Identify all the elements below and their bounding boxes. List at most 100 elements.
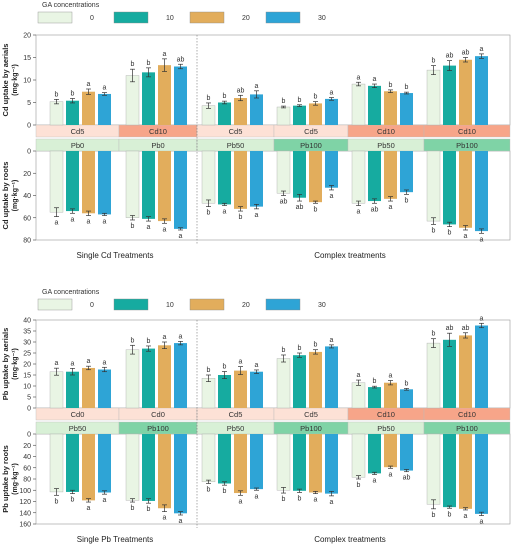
ytick-label-top-0-4: 20 <box>23 33 31 40</box>
letter-top-1-3-1: a <box>179 333 183 340</box>
band-row1-label-0-4: Cd10 <box>377 127 395 136</box>
bar-top-1-2-2 <box>234 370 247 408</box>
ytick-label-bottom-0-4: 80 <box>23 238 31 245</box>
yunit-top-1: (mg·kg⁻¹) <box>12 348 19 380</box>
band-row1-label-0-5: Cd10 <box>458 127 476 136</box>
letter-bottom-0-0-3: ab <box>280 199 288 206</box>
bar-bottom-1-2-0 <box>82 434 95 501</box>
letter-top-1-2-2: a <box>239 359 243 366</box>
letter-bottom-0-0-5: b <box>432 227 436 234</box>
band-row1-label-1-0: Cd0 <box>71 410 85 419</box>
bar-bottom-1-0-0 <box>49 433 64 493</box>
letter-top-1-0-0: a <box>55 360 59 367</box>
ytick-label-bottom-1-3: 60 <box>23 465 31 472</box>
band-row1-label-0-0: Cd5 <box>71 127 85 136</box>
bar-bottom-0-2-3 <box>309 151 322 203</box>
letter-top-0-2-2: ab <box>237 87 245 94</box>
bar-top-0-3-0 <box>98 93 111 125</box>
letter-top-1-3-5: a <box>480 315 484 322</box>
letter-bottom-1-3-1: a <box>179 518 183 525</box>
band-row2-label-1-0: Pb50 <box>69 424 87 433</box>
bar-top-0-0-1 <box>125 75 140 126</box>
bar-bottom-0-2-2 <box>234 151 247 209</box>
band-row2-label-1-1: Pb100 <box>147 424 169 433</box>
letter-bottom-1-1-5: b <box>448 511 452 518</box>
letter-top-1-0-2: b <box>207 367 211 374</box>
letter-top-0-2-1: a <box>163 51 167 58</box>
bar-bottom-1-0-3 <box>276 433 291 491</box>
yunit-bottom-1: (mg·kg⁻¹) <box>12 463 19 495</box>
letter-bottom-1-2-1: a <box>163 515 167 522</box>
letter-bottom-1-2-0: a <box>87 505 91 512</box>
legend-label-0-1: 10 <box>166 15 174 22</box>
letter-top-1-2-3: b <box>314 342 318 349</box>
ytick-label-top-1-6: 30 <box>23 340 31 347</box>
bar-top-1-0-4 <box>351 382 366 409</box>
bar-top-0-0-0 <box>49 101 64 126</box>
bar-top-0-0-5 <box>426 69 441 126</box>
ytick-label-bottom-1-4: 80 <box>23 477 31 484</box>
bar-bottom-0-0-5 <box>426 150 441 222</box>
bar-top-1-1-5 <box>443 339 456 408</box>
legend-label-1-0: 0 <box>90 302 94 309</box>
ylabel-bottom-1: Pb uptake by roots <box>1 445 10 513</box>
letter-top-1-1-2: b <box>223 363 227 370</box>
letter-bottom-0-1-5: b <box>448 230 452 237</box>
bar-top-1-2-0 <box>82 367 95 408</box>
band-row1-label-1-3: Cd5 <box>304 410 318 419</box>
bar-bottom-0-3-3 <box>325 151 338 188</box>
letter-bottom-0-1-1: a <box>147 224 151 231</box>
letter-bottom-1-0-1: b <box>131 505 135 512</box>
letter-bottom-1-3-4: ab <box>403 475 411 482</box>
letter-top-1-1-4: b <box>373 378 377 385</box>
bar-top-1-3-3 <box>325 346 338 408</box>
bar-bottom-1-1-5 <box>443 434 456 508</box>
bar-top-0-1-3 <box>293 105 306 125</box>
bar-top-0-3-1 <box>174 66 187 125</box>
bar-top-1-0-3 <box>276 358 291 409</box>
bar-top-1-1-4 <box>368 387 381 408</box>
bar-bottom-0-0-3 <box>276 150 291 194</box>
bar-bottom-1-2-1 <box>158 434 171 509</box>
letter-bottom-0-1-4: ab <box>371 206 379 213</box>
letter-bottom-1-0-5: b <box>432 512 436 519</box>
bar-bottom-0-0-2 <box>201 150 216 204</box>
bar-top-0-1-4 <box>368 85 381 125</box>
legend-swatch-0-3 <box>265 11 301 24</box>
band-row2-label-0-4: Pb50 <box>377 141 395 150</box>
legend-swatch-1-2 <box>189 298 225 311</box>
letter-bottom-1-2-5: a <box>464 513 468 520</box>
letter-bottom-0-0-2: b <box>207 210 211 217</box>
legend-swatch-0-2 <box>189 11 225 24</box>
bar-bottom-1-1-3 <box>293 434 306 491</box>
bar-bottom-1-3-4 <box>400 434 413 471</box>
letter-bottom-1-2-3: a <box>314 497 318 504</box>
ytick-label-top-1-4: 20 <box>23 362 31 369</box>
bar-bottom-0-2-1 <box>158 151 171 222</box>
letter-bottom-0-3-2: a <box>255 212 259 219</box>
legend-label-0-2: 20 <box>242 15 250 22</box>
band-row1-label-1-5: Cd10 <box>458 410 476 419</box>
letter-bottom-0-3-4: b <box>405 197 409 204</box>
bar-bottom-1-3-2 <box>250 434 263 490</box>
ytick-label-bottom-1-8: 160 <box>19 522 31 529</box>
letter-bottom-0-2-3: b <box>314 206 318 213</box>
letter-top-0-3-3: a <box>330 90 334 97</box>
letter-bottom-0-2-2: b <box>239 214 243 221</box>
letter-top-0-1-1: b <box>147 60 151 67</box>
bar-top-0-2-0 <box>82 91 95 125</box>
yunit-top-0: (mg·kg⁻¹) <box>12 64 19 96</box>
legend-swatch-0-1 <box>113 11 149 24</box>
letter-top-1-1-3: b <box>298 345 302 352</box>
letter-bottom-1-0-0: b <box>55 498 59 505</box>
letter-top-0-2-5: ab <box>462 50 470 57</box>
bar-bottom-0-3-0 <box>98 151 111 215</box>
ytick-label-bottom-0-0: 0 <box>27 149 31 156</box>
bar-bottom-0-0-0 <box>49 150 64 213</box>
band-row1-label-1-1: Cd0 <box>151 410 165 419</box>
letter-bottom-1-1-4: a <box>373 478 377 485</box>
ytick-label-top-1-2: 10 <box>23 384 31 391</box>
letter-top-0-0-2: b <box>207 95 211 102</box>
bar-top-1-0-5 <box>426 342 441 409</box>
letter-top-1-3-4: b <box>405 380 409 387</box>
